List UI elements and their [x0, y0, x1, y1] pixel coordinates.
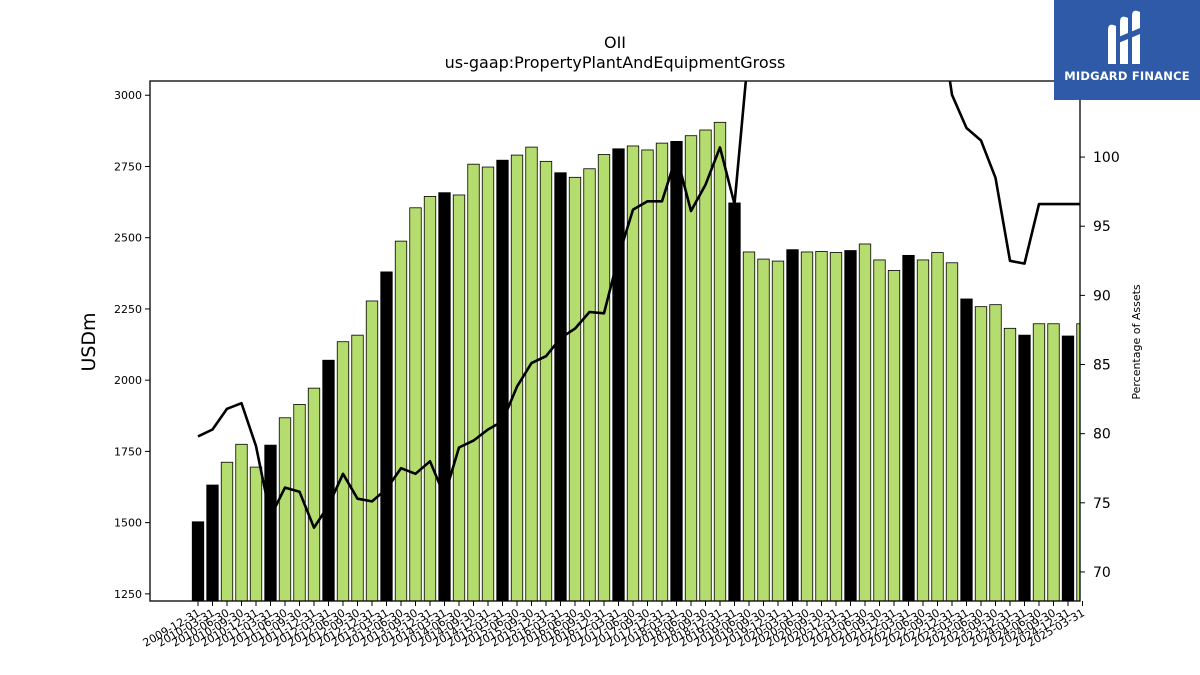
bar-2018-09-30: [699, 129, 712, 601]
y-tick-label: 1750: [114, 445, 142, 458]
bar-2015-03-31: [496, 159, 509, 601]
y2-tick-label: 85: [1093, 358, 1111, 374]
bar-2013-03-31: [380, 271, 393, 601]
bar-2011-06-30: [278, 417, 292, 601]
y-tick-label: 2500: [114, 232, 142, 245]
y2-axis-label: Percentage of Assets: [1130, 284, 1143, 400]
bar-2011-12-31: [307, 387, 321, 601]
bar-2025-03-31: [1076, 323, 1080, 601]
bar-2016-12-31: [597, 154, 611, 601]
bar-2018-03-31: [670, 141, 683, 601]
bar-2020-03-31: [786, 249, 799, 601]
bar-2013-06-30: [394, 240, 408, 601]
bar-2018-06-30: [684, 135, 698, 601]
bar-2015-09-30: [525, 146, 538, 601]
percentage-of-assets-line: [197, 81, 1080, 530]
y2-tick-label: 75: [1093, 496, 1111, 512]
y-axis-label: USDm: [78, 312, 100, 371]
bar-2020-06-30: [800, 251, 814, 601]
bar-2013-09-30: [409, 207, 422, 601]
bar-2019-09-30: [757, 258, 770, 601]
midgard-logo-icon: [1108, 10, 1140, 65]
bar-2022-06-30: [916, 259, 930, 601]
bar-2021-06-30: [858, 243, 872, 601]
bar-2019-06-30: [742, 251, 756, 601]
y-tick-label: 2250: [114, 303, 142, 316]
bar-2010-03-31: [206, 484, 219, 601]
bar-2010-06-30: [220, 461, 234, 601]
bar-2023-09-30: [989, 304, 1002, 601]
bar-2017-12-31: [655, 142, 669, 601]
bar-2011-03-31: [264, 444, 277, 601]
y-tick-label: 2000: [114, 374, 142, 387]
bar-2021-09-30: [873, 259, 886, 601]
bar-2020-09-30: [815, 250, 828, 601]
bar-2017-06-30: [626, 145, 640, 601]
bar-2024-06-30: [1032, 323, 1046, 601]
logo: MIDGARD FINANCE: [1054, 0, 1200, 100]
y-tick-label: 2750: [114, 160, 142, 173]
bar-2019-03-31: [728, 202, 741, 601]
plot-frame: [149, 80, 1081, 602]
y2-tick-label: 100: [1093, 150, 1120, 166]
bar-2020-12-31: [829, 252, 843, 601]
bar-2017-09-30: [641, 149, 654, 601]
bar-2023-06-30: [974, 306, 988, 601]
bar-2014-12-31: [481, 166, 495, 601]
bar-2017-03-31: [612, 148, 625, 601]
bar-series: [191, 121, 1080, 601]
bar-2014-09-30: [467, 163, 480, 601]
axes: 1250 1500 1750 2000 2250 2500 2750 3000 70 75 80 85…: [114, 80, 1120, 650]
line-series: [197, 81, 1080, 530]
bar-2018-12-31: [713, 121, 727, 601]
bar-2016-09-30: [583, 168, 596, 601]
bar-2023-12-31: [1003, 327, 1017, 601]
y2-tick-label: 95: [1093, 219, 1111, 235]
bar-2021-12-31: [887, 270, 901, 601]
bar-2024-03-31: [1018, 334, 1031, 601]
y2-tick-label: 70: [1093, 565, 1111, 581]
bar-2014-03-31: [438, 192, 451, 601]
bar-2012-09-30: [351, 334, 364, 601]
bar-2010-09-30: [235, 443, 248, 601]
bar-2024-09-30: [1047, 323, 1060, 601]
bar-2010-12-31: [249, 466, 263, 601]
logo-text: MIDGARD FINANCE: [1064, 69, 1190, 83]
bar-2022-09-30: [931, 252, 944, 601]
bar-2016-06-30: [568, 176, 582, 601]
bar-2024-12-31: [1061, 335, 1075, 601]
bar-2013-12-31: [423, 195, 437, 601]
bar-2019-12-31: [771, 260, 785, 601]
y-tick-label: 3000: [114, 89, 142, 102]
bar-2012-12-31: [365, 300, 379, 601]
chart-title: OII: [604, 33, 626, 52]
y-tick-label: 1500: [114, 517, 142, 530]
bar-2015-12-31: [539, 160, 553, 601]
bar-2014-06-30: [452, 194, 466, 601]
bar-2022-12-31: [945, 262, 959, 601]
bar-2023-03-31: [960, 298, 973, 601]
bar-2012-06-30: [336, 341, 350, 601]
y-tick-label: 1250: [114, 588, 142, 601]
chart-subtitle: us-gaap:PropertyPlantAndEquipmentGross: [445, 53, 786, 72]
bar-2016-03-31: [554, 172, 567, 601]
y2-tick-label: 90: [1093, 288, 1111, 304]
bar-2009-12-31: [191, 521, 205, 601]
bar-2022-03-31: [902, 254, 915, 601]
bar-2021-03-31: [844, 250, 857, 601]
bar-2012-03-31: [322, 359, 335, 601]
y2-tick-label: 80: [1093, 427, 1111, 443]
